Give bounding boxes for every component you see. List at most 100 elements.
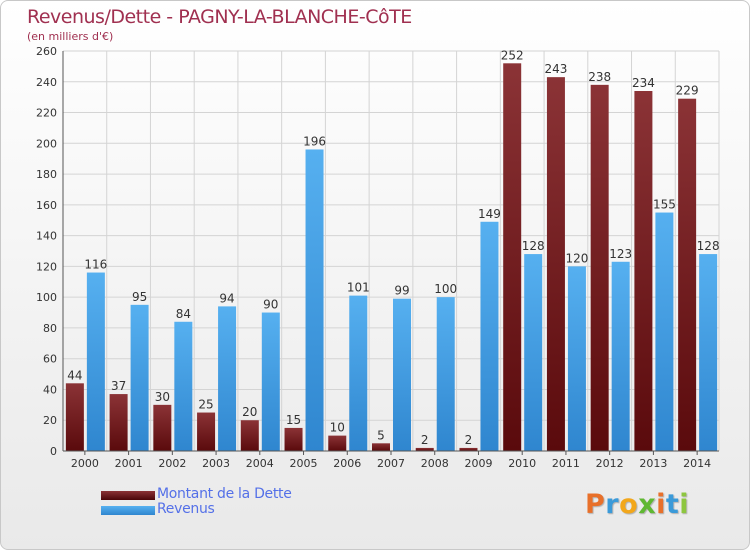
data-label-debt-2012: 238 [588, 70, 611, 84]
bar-revenus-2002 [174, 321, 193, 451]
y-tick-label: 100 [36, 291, 57, 304]
data-label-debt-2004: 20 [242, 405, 257, 419]
y-tick-label: 220 [36, 107, 57, 120]
data-label-debt-2001: 37 [111, 379, 126, 393]
y-tick-label: 0 [50, 445, 57, 458]
data-label-debt-2013: 234 [632, 76, 655, 90]
x-tick-label-2002: 2002 [158, 457, 186, 470]
logo-letter: P [585, 489, 606, 520]
y-tick-label: 20 [43, 414, 57, 427]
data-label-revenus-2000: 116 [84, 258, 107, 272]
data-label-revenus-2013: 155 [653, 198, 676, 212]
data-label-debt-2006: 10 [330, 421, 345, 435]
x-tick-label-2011: 2011 [552, 457, 580, 470]
logo-letter: t [665, 489, 680, 520]
x-tick-label-2009: 2009 [464, 457, 492, 470]
y-tick-label: 200 [36, 137, 57, 150]
bar-revenus-2009 [480, 221, 499, 451]
legend-swatch-revenus [101, 506, 155, 515]
logo-letter: r [605, 489, 620, 520]
x-tick-label-2008: 2008 [421, 457, 449, 470]
y-tick-label: 80 [43, 322, 57, 335]
y-tick-label: 160 [36, 199, 57, 212]
legend-label-revenus: Revenus [157, 501, 215, 517]
data-label-debt-2002: 30 [155, 390, 170, 404]
data-label-debt-2003: 25 [198, 398, 213, 412]
data-label-debt-2010: 252 [501, 48, 524, 62]
x-tick-label-2013: 2013 [639, 457, 667, 470]
bar-debt-2013 [634, 91, 653, 451]
bar-revenus-2010 [524, 254, 543, 451]
data-label-debt-2009: 2 [465, 433, 473, 447]
x-tick-label-2003: 2003 [202, 457, 230, 470]
bar-debt-2008 [415, 447, 434, 451]
bar-revenus-2001 [130, 304, 149, 451]
data-label-debt-2011: 243 [544, 62, 567, 76]
logo-letter: i [656, 489, 666, 520]
x-tick-label-2014: 2014 [683, 457, 711, 470]
data-label-revenus-2005: 196 [303, 134, 326, 148]
bar-debt-2011 [546, 77, 565, 452]
data-label-revenus-2001: 95 [132, 290, 147, 304]
bar-debt-2010 [503, 63, 522, 452]
y-tick-label: 60 [43, 353, 57, 366]
x-tick-label-2006: 2006 [333, 457, 361, 470]
logo-letter: x [638, 489, 657, 520]
y-tick-label: 260 [36, 45, 57, 58]
bar-debt-2014 [678, 98, 697, 451]
bar-revenus-2007 [393, 298, 411, 451]
y-tick-label: 40 [43, 383, 57, 396]
data-label-debt-2007: 5 [377, 428, 385, 442]
y-tick-label: 120 [36, 260, 57, 273]
bar-debt-2006 [328, 435, 347, 451]
x-tick-label-2007: 2007 [377, 457, 405, 470]
y-tick-label: 240 [36, 76, 57, 89]
bar-revenus-2008 [436, 297, 455, 451]
data-label-revenus-2009: 149 [478, 207, 501, 221]
bar-revenus-2004 [261, 312, 280, 451]
legend-swatch-debt [101, 491, 155, 500]
proxiti-logo: Proxiti [585, 489, 689, 520]
x-tick-label-2012: 2012 [596, 457, 624, 470]
bar-debt-2003 [197, 412, 216, 451]
bar-revenus-2005 [305, 149, 324, 451]
bar-debt-2004 [240, 420, 259, 451]
data-label-debt-2008: 2 [421, 433, 429, 447]
bar-revenus-2014 [699, 254, 718, 451]
data-label-revenus-2014: 128 [697, 239, 720, 253]
data-label-debt-2014: 229 [676, 84, 699, 98]
data-label-revenus-2011: 120 [565, 251, 588, 265]
data-label-revenus-2007: 99 [394, 284, 409, 298]
bar-debt-2000 [65, 383, 84, 451]
data-label-revenus-2008: 100 [434, 282, 457, 296]
data-label-revenus-2010: 128 [522, 239, 545, 253]
bar-revenus-2011 [567, 266, 586, 451]
data-label-debt-2000: 44 [67, 368, 82, 382]
x-tick-label-2005: 2005 [290, 457, 318, 470]
x-tick-label-2000: 2000 [71, 457, 99, 470]
bar-revenus-2000 [86, 272, 105, 451]
data-label-revenus-2002: 84 [176, 307, 191, 321]
x-tick-label-2001: 2001 [115, 457, 143, 470]
data-label-revenus-2012: 123 [609, 247, 632, 261]
bar-revenus-2013 [655, 212, 674, 451]
bar-debt-2001 [109, 394, 128, 451]
x-tick-label-2010: 2010 [508, 457, 536, 470]
chart-subtitle: (en milliers d'€) [27, 30, 114, 43]
y-tick-label: 180 [36, 168, 57, 181]
data-label-debt-2005: 15 [286, 413, 301, 427]
bar-debt-2005 [284, 427, 303, 451]
bar-debt-2007 [372, 443, 390, 451]
chart-title: Revenus/Dette - PAGNY-LA-BLANCHE-CôTE [27, 6, 412, 28]
y-tick-label: 140 [36, 230, 57, 243]
data-label-revenus-2006: 101 [347, 281, 370, 295]
data-label-revenus-2004: 90 [263, 298, 278, 312]
x-tick-label-2004: 2004 [246, 457, 274, 470]
bar-revenus-2006 [349, 295, 368, 451]
bar-revenus-2012 [611, 261, 630, 451]
bar-debt-2012 [590, 84, 609, 451]
data-label-revenus-2003: 94 [219, 291, 234, 305]
logo-letter: o [619, 489, 639, 520]
